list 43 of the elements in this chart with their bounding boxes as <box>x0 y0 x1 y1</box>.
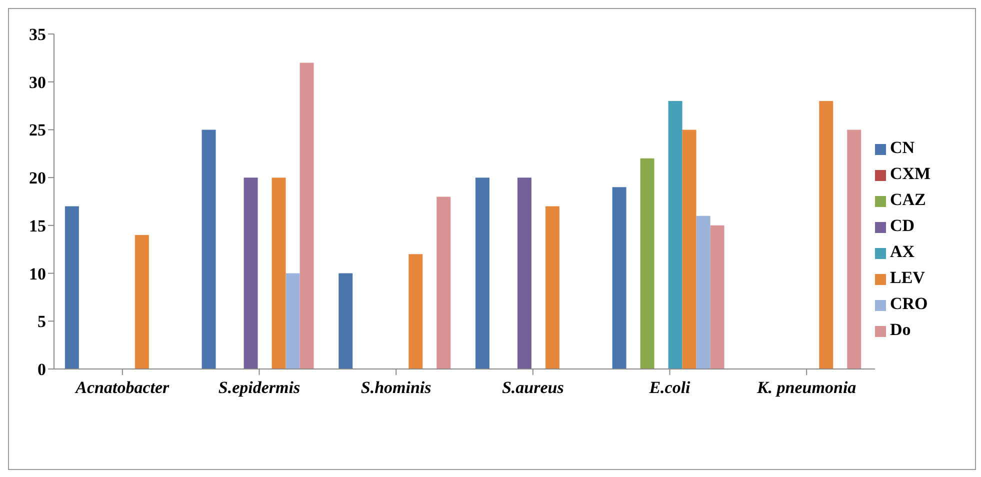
y-tick-label: 30 <box>29 72 46 92</box>
bar <box>640 158 654 369</box>
bar <box>244 178 258 369</box>
bar <box>286 273 300 369</box>
bar <box>475 178 490 369</box>
bar <box>436 196 451 369</box>
bar <box>696 216 710 369</box>
legend-label: CXM <box>890 164 931 183</box>
bar <box>847 130 862 369</box>
bar <box>710 225 724 369</box>
bar <box>64 206 79 369</box>
legend-label: Do <box>890 320 911 339</box>
bar <box>545 206 560 369</box>
x-tick-label: S.epidermis <box>218 378 300 397</box>
legend-label: AX <box>890 242 915 261</box>
y-tick-label: 0 <box>38 360 46 380</box>
y-tick-label: 5 <box>38 312 46 332</box>
x-tick-label: S.hominis <box>360 378 432 397</box>
bar <box>408 254 423 369</box>
legend-label: CRO <box>890 294 928 313</box>
x-tick-label: Acnatobacter <box>74 378 170 397</box>
bar <box>272 178 286 369</box>
bar <box>682 130 696 369</box>
y-tick-label: 25 <box>29 120 46 140</box>
y-tick-label: 35 <box>29 25 46 44</box>
legend-label: CD <box>890 216 915 235</box>
bar <box>819 101 834 369</box>
y-tick-label: 20 <box>29 168 46 188</box>
legend-label: CAZ <box>890 190 926 209</box>
bar <box>668 101 682 369</box>
legend-label: CN <box>890 138 915 157</box>
x-tick-label: K. pneumonia <box>756 378 857 397</box>
y-tick-label: 15 <box>29 216 46 236</box>
x-tick-label: E.coli <box>648 378 691 397</box>
y-tick-label: 10 <box>29 264 46 284</box>
bar <box>517 178 532 369</box>
bar <box>612 187 626 369</box>
bar <box>202 130 216 369</box>
x-tick-label: S.aureus <box>502 378 564 397</box>
bar <box>300 62 314 369</box>
bar <box>338 273 353 369</box>
bar <box>134 235 149 369</box>
legend-label: LEV <box>890 268 925 287</box>
